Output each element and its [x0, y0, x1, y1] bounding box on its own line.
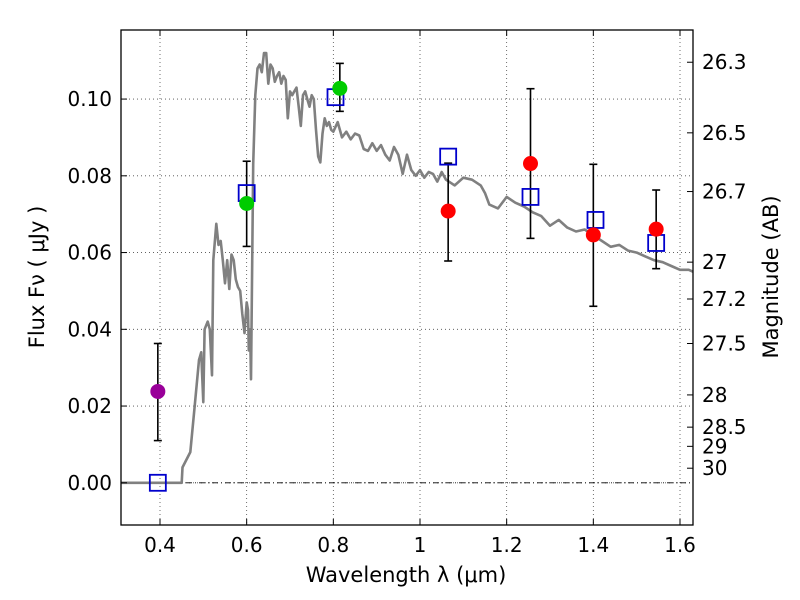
plot-frame	[120, 29, 694, 526]
y-tick-label: 0.04	[67, 317, 112, 341]
observed-point	[332, 80, 348, 96]
magnitude-tick-label: 26.3	[702, 50, 747, 74]
model-photometry-square	[439, 147, 458, 166]
model-photometry-square	[148, 473, 167, 492]
y-axis-label: Flux Fν ( μJy )	[25, 206, 49, 349]
magnitude-tick-label: 29	[702, 434, 727, 458]
y-tick-label: 0.10	[67, 87, 112, 111]
y-tick-label: 0.00	[67, 471, 112, 495]
y-axis-ticks: 0.00 0.02 0.04 0.06 0.08 0.10	[67, 87, 127, 495]
grid-lines	[121, 30, 693, 525]
y-tick-label: 0.08	[67, 164, 112, 188]
magnitude-tick-label: 26.5	[702, 121, 747, 145]
model-photometry-squares	[148, 88, 666, 492]
model-spectrum	[121, 51, 694, 485]
magnitude-tick-label: 30	[702, 456, 727, 480]
y-tick-label: 0.06	[67, 241, 112, 265]
x-axis-label: Wavelength λ (μm)	[306, 563, 507, 587]
observed-point	[440, 203, 456, 219]
model-photometry-square	[521, 188, 540, 206]
x-tick-label: 1.4	[577, 533, 609, 557]
observed-points	[150, 80, 664, 399]
x-tick-label: 1	[414, 533, 427, 557]
x-tick-label: 1.2	[491, 533, 523, 557]
x-tick-label: 0.6	[231, 533, 263, 557]
observed-point	[150, 383, 166, 399]
magnitude-tick-label: 26.7	[702, 180, 747, 204]
error-bars	[153, 62, 661, 442]
magnitude-axis-label: Magnitude (AB)	[759, 195, 783, 358]
observed-point	[523, 156, 538, 172]
observed-point	[585, 227, 601, 243]
observed-point	[648, 221, 664, 237]
x-tick-label: 0.8	[317, 533, 349, 557]
x-axis-ticks: 0.4 0.6 0.8 1 1.2 1.4 1.6	[144, 30, 696, 557]
x-tick-label: 0.4	[144, 533, 176, 557]
magnitude-tick-label: 28.5	[702, 415, 747, 439]
magnitude-tick-label: 27.2	[702, 287, 747, 311]
magnitude-tick-label: 27	[702, 250, 727, 274]
x-tick-label: 1.6	[664, 533, 696, 557]
magnitude-tick-label: 27.5	[702, 332, 747, 356]
magnitude-tick-label: 28	[702, 383, 727, 407]
model-photometry-square	[586, 211, 605, 229]
y-tick-label: 0.02	[67, 394, 112, 418]
observed-point	[239, 195, 255, 211]
spectrum-line	[121, 51, 694, 485]
